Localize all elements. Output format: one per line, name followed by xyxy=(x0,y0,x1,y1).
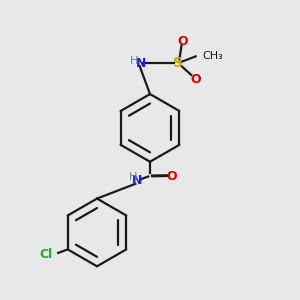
Text: O: O xyxy=(177,34,188,48)
Text: N: N xyxy=(136,57,146,70)
Text: H: H xyxy=(129,172,137,182)
Text: N: N xyxy=(132,174,142,188)
Text: Cl: Cl xyxy=(39,248,52,261)
Text: O: O xyxy=(167,170,177,183)
Text: CH₃: CH₃ xyxy=(202,51,223,61)
Text: H: H xyxy=(130,56,138,66)
Text: O: O xyxy=(190,73,201,86)
Text: S: S xyxy=(173,56,183,70)
